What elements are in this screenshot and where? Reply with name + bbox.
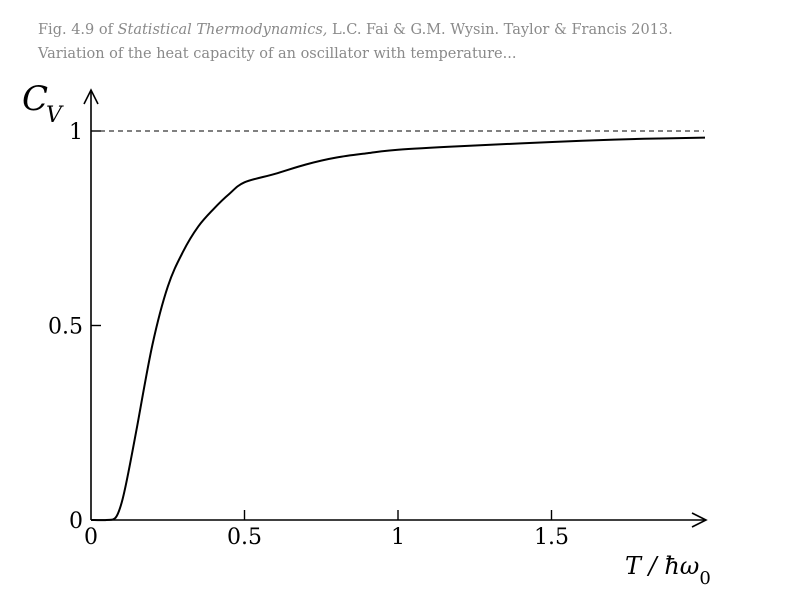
caption-prefix: Fig. 4.9 of [38, 22, 118, 38]
y-tick-label: 0 [69, 509, 83, 534]
x-tick-label: 1.5 [534, 525, 569, 550]
x-axis-label: T / ħω0 [625, 552, 711, 589]
caption-line-1: Fig. 4.9 of Statistical Thermodynamics, … [38, 18, 738, 42]
ticks: 0 0.5 1 0 0.5 1 1.5 [48, 120, 569, 550]
y-tick-label: 0.5 [48, 315, 83, 340]
y-tick-label: 1 [69, 120, 83, 145]
caption-book-title: Statistical Thermodynamics, [117, 22, 328, 38]
y-axis-label: CV [22, 79, 64, 128]
axes [83, 88, 708, 528]
y-axis-arrowhead [83, 88, 99, 105]
caption-authors: L.C. Fai & G.M. Wysin. Taylor & Francis … [327, 22, 673, 38]
x-tick-label: 0 [84, 525, 98, 550]
heat-capacity-curve [90, 136, 706, 522]
figure-caption: Fig. 4.9 of Statistical Thermodynamics, … [38, 18, 738, 66]
caption-line-2: Variation of the heat capacity of an osc… [38, 46, 517, 62]
x-axis-arrowhead [691, 512, 708, 528]
x-tick-label: 0.5 [227, 525, 262, 550]
axis-labels: CV T / ħω0 [22, 79, 711, 589]
data-marks [90, 130, 706, 522]
x-tick-label: 1 [391, 525, 405, 550]
